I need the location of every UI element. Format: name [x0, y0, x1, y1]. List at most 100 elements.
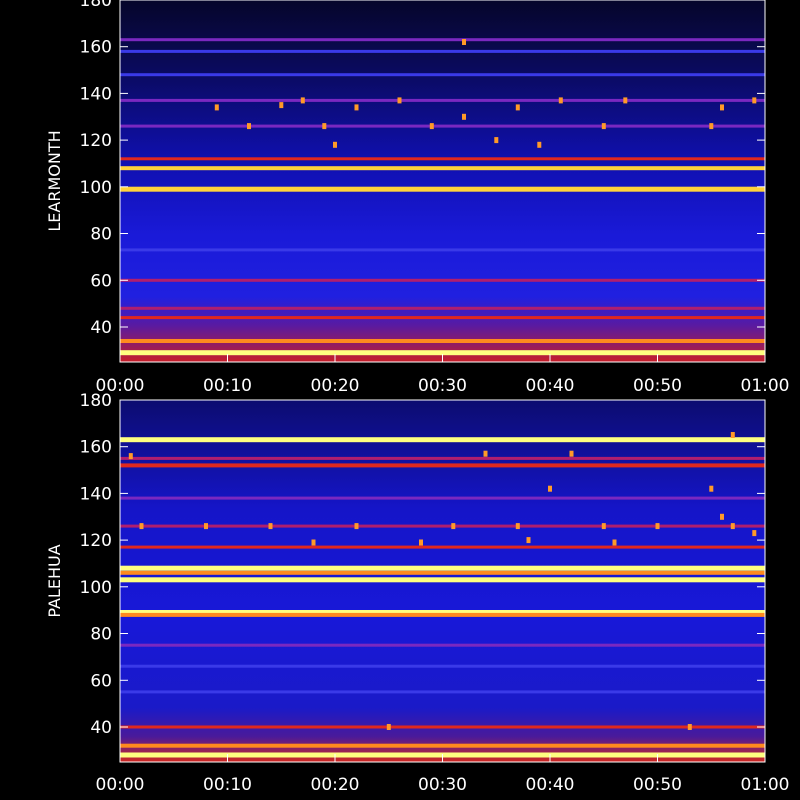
y-tick-label: 40 — [90, 318, 112, 338]
burst-spots — [128, 432, 757, 730]
x-tick-label: 00:40 — [526, 775, 575, 795]
x-tick-label: 00:40 — [526, 376, 575, 396]
emission-band — [120, 643, 765, 647]
burst-spot — [494, 137, 499, 144]
y-tick-label: 120 — [80, 131, 112, 151]
burst-spot — [429, 123, 434, 130]
emission-band — [120, 725, 765, 729]
emission-band — [120, 690, 765, 694]
emission-band — [120, 577, 765, 583]
burst-spot — [537, 141, 542, 148]
emission-band — [120, 157, 765, 161]
x-tick-label: 00:10 — [203, 376, 252, 396]
burst-spot — [462, 39, 466, 45]
burst-spot — [515, 104, 520, 111]
burst-spot — [204, 523, 208, 530]
emission-bands — [120, 38, 765, 356]
y-tick-label: 100 — [80, 178, 112, 198]
emission-band — [120, 664, 765, 668]
y-tick-label: 140 — [80, 84, 112, 104]
emission-band — [120, 545, 765, 549]
burst-spot — [128, 453, 133, 460]
emission-band — [120, 316, 765, 320]
y-axis-title: PALEHUA — [45, 544, 64, 617]
x-tick-label: 00:30 — [418, 376, 467, 396]
x-tick-label: 00:20 — [311, 376, 360, 396]
emission-band — [120, 248, 765, 252]
burst-spot — [354, 523, 359, 530]
y-axis-ticks: 40 60 80 100 120 140 160 180 — [80, 391, 765, 738]
y-tick-label: 180 — [80, 391, 112, 411]
burst-spot — [386, 724, 391, 730]
emission-band — [120, 463, 765, 468]
x-axis-ticks: 00:00 00:10 00:20 00:30 00:40 00:50 01:00 — [96, 754, 790, 795]
burst-spot — [279, 102, 284, 109]
x-tick-label: 00:50 — [633, 775, 682, 795]
x-tick-label: 00:50 — [633, 376, 682, 396]
burst-spot — [709, 485, 714, 492]
burst-spot — [601, 123, 606, 130]
x-axis-ticks: 00:00 00:10 00:20 00:30 00:40 00:50 01:00 — [96, 354, 790, 396]
burst-spot — [730, 523, 735, 530]
burst-spot — [462, 113, 466, 120]
burst-spot — [720, 513, 724, 520]
emission-band — [120, 565, 765, 571]
burst-spot — [687, 724, 692, 730]
y-tick-label: 160 — [80, 438, 112, 458]
burst-spot — [752, 97, 757, 104]
burst-spot — [601, 523, 606, 530]
x-tick-label: 01:00 — [741, 775, 790, 795]
burst-spot — [300, 97, 305, 104]
y-tick-label: 120 — [80, 531, 112, 551]
burst-spot — [451, 523, 456, 530]
burst-spot — [752, 530, 757, 537]
burst-spot — [268, 523, 273, 530]
emission-band — [120, 339, 765, 343]
y-tick-label: 160 — [80, 38, 112, 58]
x-tick-label: 00:10 — [203, 775, 252, 795]
burst-spot — [612, 539, 617, 546]
y-axis-title: LEARMONTH — [45, 130, 64, 231]
x-tick-label: 00:20 — [311, 775, 360, 795]
emission-band — [120, 73, 765, 77]
y-tick-label: 80 — [90, 625, 112, 645]
emission-band — [120, 124, 765, 128]
y-tick-label: 100 — [80, 578, 112, 598]
plot-area-background — [120, 0, 765, 362]
x-tick-label: 00:00 — [96, 376, 145, 396]
emission-band — [120, 166, 765, 171]
emission-band — [120, 186, 765, 192]
emission-band — [120, 496, 765, 500]
y-axis-ticks: 40 60 80 100 120 140 160 180 — [80, 0, 765, 338]
burst-spot — [569, 450, 574, 457]
burst-spot — [247, 123, 251, 130]
emission-band — [120, 610, 765, 615]
emission-band — [120, 350, 765, 356]
burst-spots — [214, 39, 757, 148]
y-tick-label: 60 — [90, 671, 112, 691]
burst-spot — [483, 450, 488, 457]
y-tick-label: 40 — [90, 718, 112, 738]
emission-band — [120, 98, 765, 102]
y-tick-label: 180 — [80, 0, 112, 11]
burst-spot — [558, 97, 563, 104]
burst-spot — [720, 104, 724, 111]
burst-spot — [322, 123, 327, 130]
burst-spot — [709, 123, 714, 130]
burst-spot — [419, 539, 423, 546]
emission-band — [120, 38, 765, 42]
burst-spot — [397, 97, 402, 104]
x-tick-label: 00:30 — [418, 775, 467, 795]
burst-spot — [655, 523, 660, 530]
burst-spot — [311, 539, 316, 546]
x-tick-label: 00:00 — [96, 775, 145, 795]
y-tick-label: 80 — [90, 225, 112, 245]
emission-band — [120, 49, 765, 53]
burst-spot — [139, 523, 144, 530]
emission-band — [120, 743, 765, 748]
y-tick-label: 60 — [90, 271, 112, 291]
burst-spot — [526, 537, 531, 544]
burst-spot — [730, 432, 735, 438]
